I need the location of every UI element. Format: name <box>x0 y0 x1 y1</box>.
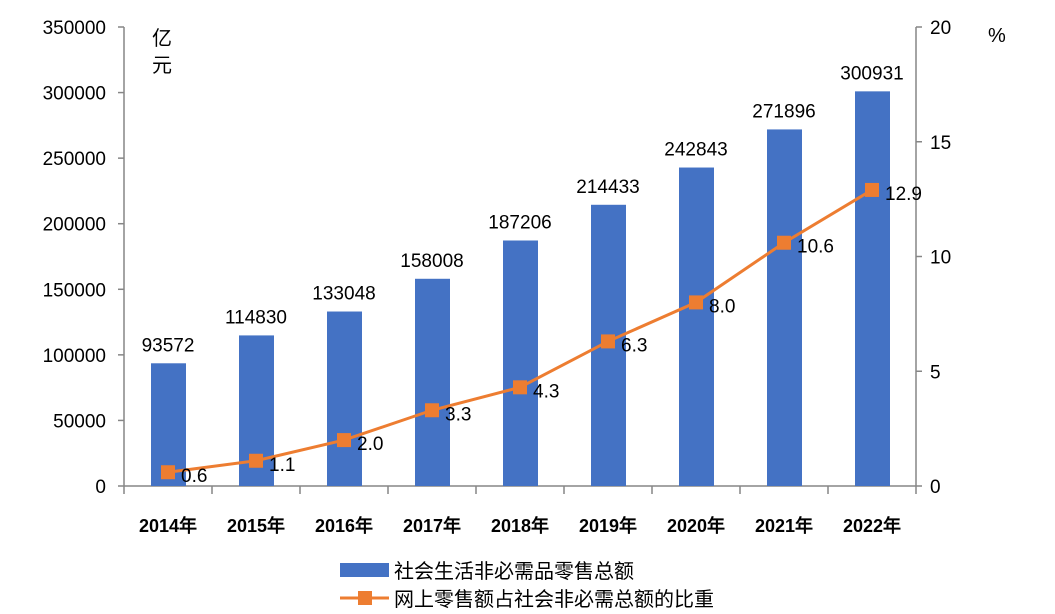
line-marker <box>249 453 263 468</box>
line-data-label: 8.0 <box>709 296 735 317</box>
y-right-tick-label: 15 <box>930 133 951 154</box>
bar-data-label: 158008 <box>400 251 463 272</box>
y-left-tick-label: 50000 <box>53 411 106 432</box>
y-left-unit: 元 <box>152 55 172 77</box>
line-data-label: 0.6 <box>181 466 207 487</box>
line-marker <box>689 295 703 310</box>
line-data-label: 4.3 <box>533 381 559 402</box>
bar-data-label: 242843 <box>664 140 727 161</box>
line-data-label: 3.3 <box>445 404 471 425</box>
y-left-unit: 亿 <box>152 27 172 50</box>
line-data-label: 6.3 <box>621 335 647 356</box>
bar <box>415 278 450 486</box>
legend-swatch-bar <box>340 563 389 577</box>
y-right-tick-label: 10 <box>930 248 951 269</box>
x-tick-label: 2019年 <box>579 515 637 536</box>
line-data-label: 2.0 <box>357 434 383 455</box>
bar <box>503 240 538 486</box>
line-marker <box>865 182 879 197</box>
line-data-label: 12.9 <box>885 184 922 205</box>
legend-label-bar: 社会生活非必需品零售总额 <box>394 560 634 583</box>
line-marker <box>161 465 175 480</box>
line-data-label: 1.1 <box>269 455 295 476</box>
y-left-tick-label: 100000 <box>43 346 106 367</box>
legend-label-line: 网上零售额占社会非必需总额的比重 <box>394 588 714 611</box>
x-tick-label: 2017年 <box>403 515 461 536</box>
y-right-tick-label: 5 <box>930 362 941 383</box>
bar-data-label: 214433 <box>576 177 639 198</box>
bar-data-label: 187206 <box>488 212 551 233</box>
line-marker <box>425 403 439 418</box>
y-right-tick-label: 0 <box>930 477 941 498</box>
x-tick-label: 2015年 <box>227 515 285 536</box>
y-left-tick-label: 300000 <box>43 84 106 105</box>
bar-data-label: 114830 <box>225 307 287 328</box>
line-marker <box>601 334 615 349</box>
bar <box>327 311 362 486</box>
bar <box>679 167 714 486</box>
line-marker <box>777 235 791 250</box>
x-tick-label: 2022年 <box>843 515 901 536</box>
x-tick-label: 2014年 <box>139 515 197 536</box>
line-data-label: 10.6 <box>797 237 834 258</box>
legend-swatch-marker <box>358 591 372 605</box>
x-tick-label: 2021年 <box>755 515 813 536</box>
y-left-tick-label: 0 <box>95 477 106 498</box>
bar-data-label: 271896 <box>752 101 815 122</box>
line-marker <box>337 433 351 448</box>
y-left-tick-label: 150000 <box>43 280 106 301</box>
x-tick-label: 2016年 <box>315 515 373 536</box>
y-left-tick-label: 200000 <box>43 215 106 236</box>
x-tick-label: 2020年 <box>667 515 725 536</box>
y-right-unit: % <box>988 25 1006 47</box>
bar-data-label: 300931 <box>840 63 903 84</box>
bar <box>855 91 890 486</box>
bar-data-label: 93572 <box>142 335 195 356</box>
y-left-tick-label: 350000 <box>43 18 106 39</box>
line-marker <box>513 380 527 395</box>
y-right-tick-label: 20 <box>930 18 951 39</box>
y-left-tick-label: 250000 <box>43 149 106 170</box>
bar-data-label: 133048 <box>312 284 375 305</box>
x-tick-label: 2018年 <box>491 515 549 536</box>
bar <box>767 129 802 487</box>
